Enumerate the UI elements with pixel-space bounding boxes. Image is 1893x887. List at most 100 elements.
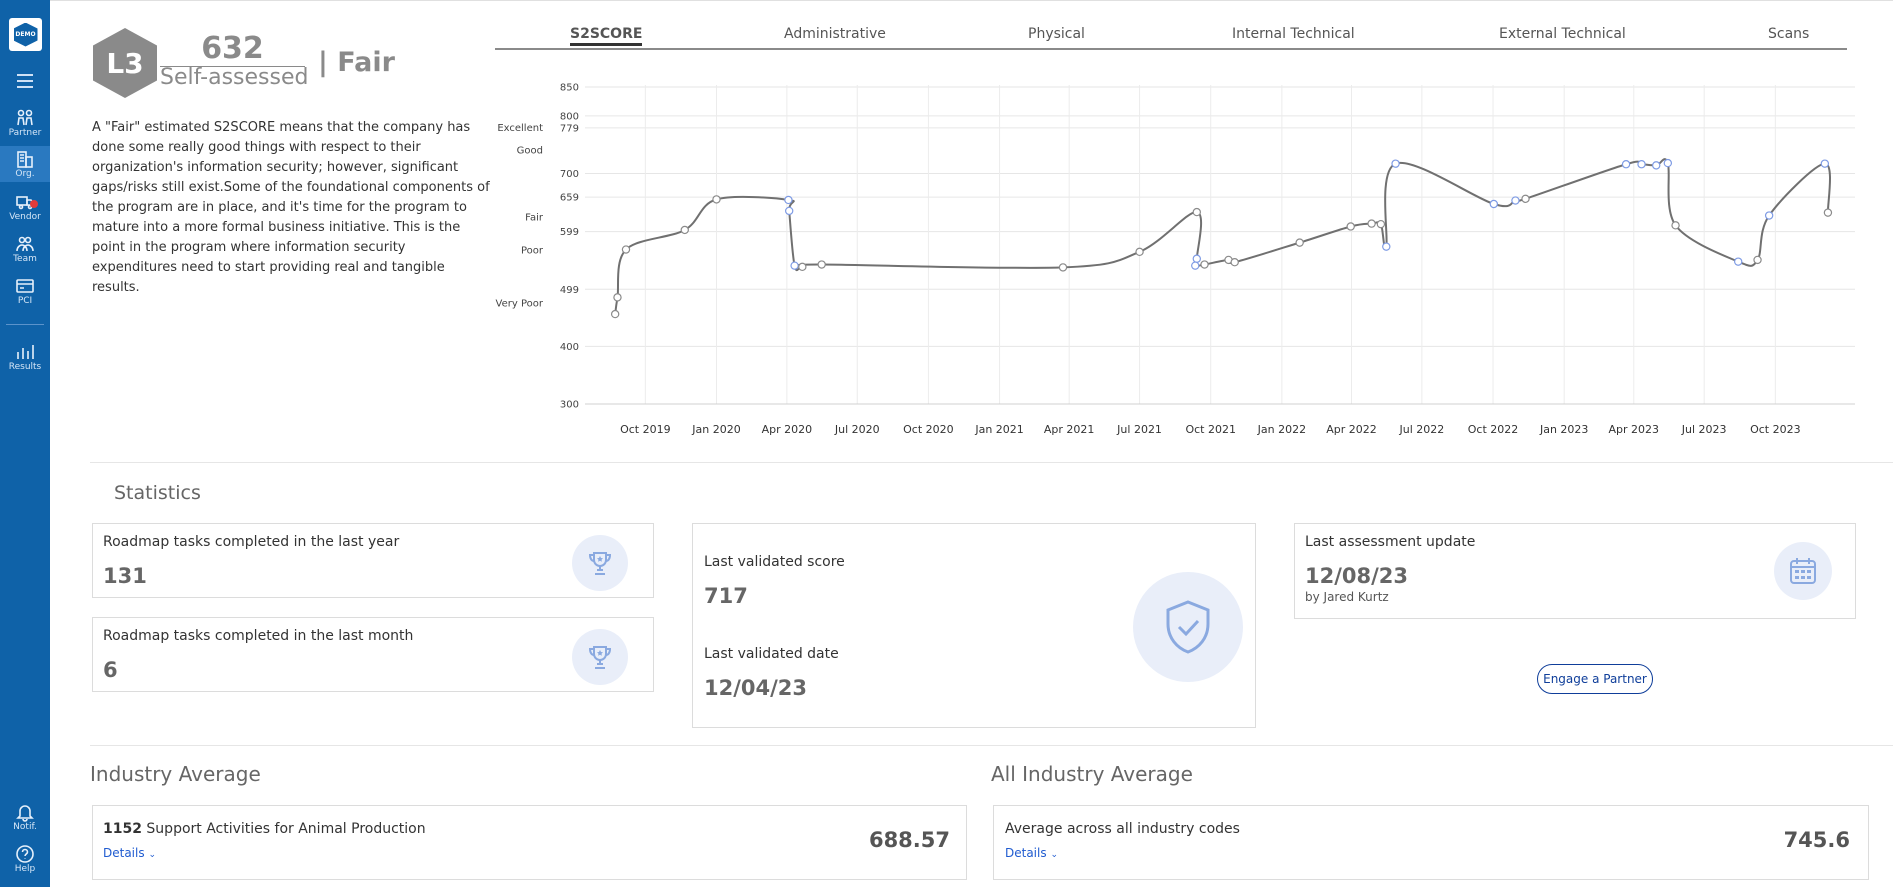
data-point <box>784 206 794 216</box>
roadmap-month-label: Roadmap tasks completed in the last mont… <box>103 628 414 644</box>
assessment-update-card: Last assessment update 12/08/23 by Jared… <box>1294 523 1856 619</box>
team-icon <box>16 236 34 252</box>
section-divider <box>90 462 1893 463</box>
engage-partner-button[interactable]: Engage a Partner <box>1537 664 1653 694</box>
sidebar-item-notifications[interactable]: Notif. <box>0 802 50 834</box>
sidebar-item-team[interactable]: Team <box>0 234 50 266</box>
data-point <box>1621 160 1631 169</box>
assessment-update-value: 12/08/23 <box>1305 564 1409 588</box>
y-tick-label: 659 <box>560 193 579 204</box>
score-rating: | Fair <box>318 47 395 78</box>
logo-text: DEMO <box>15 31 36 38</box>
data-point <box>790 261 799 270</box>
tab-scans[interactable]: Scans <box>1768 26 1810 42</box>
x-tick-label: Jan 2023 <box>1539 423 1588 436</box>
industry-average-title: Industry Average <box>90 762 261 786</box>
bell-icon <box>16 805 34 822</box>
data-point <box>613 293 622 302</box>
y-band-label: Good <box>517 145 543 156</box>
x-tick-label: Apr 2023 <box>1609 423 1660 436</box>
calendar-icon <box>1774 542 1832 600</box>
score-tabs: S2SCORE Administrative Physical Internal… <box>495 24 1847 50</box>
x-tick-label: Oct 2023 <box>1750 423 1801 436</box>
shield-check-icon <box>1133 572 1243 682</box>
data-point <box>1671 221 1680 230</box>
x-tick-label: Jan 2020 <box>691 423 740 436</box>
all-industry-details-link[interactable]: Details ⌄ <box>1005 846 1058 860</box>
trophy-icon <box>572 629 628 685</box>
data-point <box>1058 263 1068 272</box>
all-industry-average-value: 745.6 <box>1783 828 1850 852</box>
data-point <box>1200 260 1209 269</box>
y-band-label: Excellent <box>497 123 543 134</box>
sidebar-item-label: Partner <box>8 128 42 138</box>
roadmap-year-value: 131 <box>103 564 147 588</box>
data-point <box>1192 207 1201 217</box>
industry-details-link[interactable]: Details ⌄ <box>103 846 156 860</box>
validated-score-card: Last validated score 717 Last validated … <box>692 523 1256 728</box>
sidebar-item-label: Org. <box>15 169 35 179</box>
industry-code-line: 1152 Support Activities for Animal Produ… <box>103 821 426 837</box>
score-type: Self-assessed <box>160 65 309 90</box>
data-point <box>1230 258 1239 267</box>
vendor-alert-badge <box>30 200 38 208</box>
data-point <box>784 195 793 205</box>
roadmap-month-value: 6 <box>103 658 118 682</box>
help-icon <box>16 845 34 863</box>
trophy-icon <box>572 535 628 591</box>
data-point <box>1652 161 1661 170</box>
sidebar-item-partner[interactable]: Partner <box>0 108 50 140</box>
data-point <box>1382 242 1391 251</box>
details-label: Details <box>1005 846 1047 860</box>
x-tick-label: Jul 2023 <box>1681 423 1727 436</box>
data-point <box>1764 211 1774 220</box>
data-point <box>1820 159 1830 168</box>
data-point <box>1191 261 1200 270</box>
y-tick-label: 800 <box>560 111 579 122</box>
sidebar-item-help[interactable]: Help <box>0 844 50 876</box>
data-point <box>1346 222 1355 231</box>
sidebar-item-results[interactable]: Results <box>0 342 50 374</box>
industry-average-value: 688.57 <box>868 828 950 852</box>
x-tick-label: Apr 2020 <box>762 423 813 436</box>
x-tick-label: Oct 2021 <box>1185 423 1236 436</box>
tab-administrative[interactable]: Administrative <box>784 26 886 42</box>
data-point <box>1511 196 1520 205</box>
x-tick-label: Jul 2022 <box>1398 423 1444 436</box>
assessment-update-label: Last assessment update <box>1305 534 1476 550</box>
x-tick-label: Apr 2021 <box>1044 423 1095 436</box>
data-point <box>817 260 826 269</box>
validated-score-value: 717 <box>704 584 748 608</box>
company-logo[interactable]: DEMO <box>9 18 42 51</box>
score-value: 632 <box>160 32 305 67</box>
data-point <box>621 245 631 254</box>
partner-icon <box>17 109 33 126</box>
data-point <box>712 195 721 204</box>
sidebar-item-pci[interactable]: PCI <box>0 276 50 308</box>
y-band-label: Poor <box>521 246 544 257</box>
sidebar-item-label: PCI <box>17 296 33 306</box>
validated-score-label: Last validated score <box>704 554 845 570</box>
section-divider <box>90 745 1893 746</box>
data-point <box>1734 257 1743 266</box>
tab-s2score[interactable]: S2SCORE <box>570 26 643 46</box>
tab-internal-technical[interactable]: Internal Technical <box>1232 26 1355 42</box>
sidebar-item-vendor[interactable]: Vendor <box>0 192 50 224</box>
x-tick-label: Jan 2021 <box>974 423 1023 436</box>
x-tick-label: Oct 2020 <box>903 423 954 436</box>
data-point <box>1367 219 1376 228</box>
roadmap-year-card: Roadmap tasks completed in the last year… <box>92 523 654 598</box>
data-point <box>610 309 620 319</box>
level-text: L3 <box>106 46 144 80</box>
sidebar-item-org[interactable]: Org. <box>0 146 50 182</box>
top-border <box>50 0 1893 1</box>
data-point <box>1663 158 1673 168</box>
industry-average-card: 1152 Support Activities for Animal Produ… <box>92 805 967 880</box>
menu-icon[interactable] <box>17 74 33 92</box>
data-point <box>1823 208 1833 217</box>
x-tick-label: Jan 2022 <box>1257 423 1306 436</box>
data-point <box>1637 160 1646 169</box>
tab-external-technical[interactable]: External Technical <box>1499 26 1626 42</box>
tab-physical[interactable]: Physical <box>1028 26 1085 42</box>
